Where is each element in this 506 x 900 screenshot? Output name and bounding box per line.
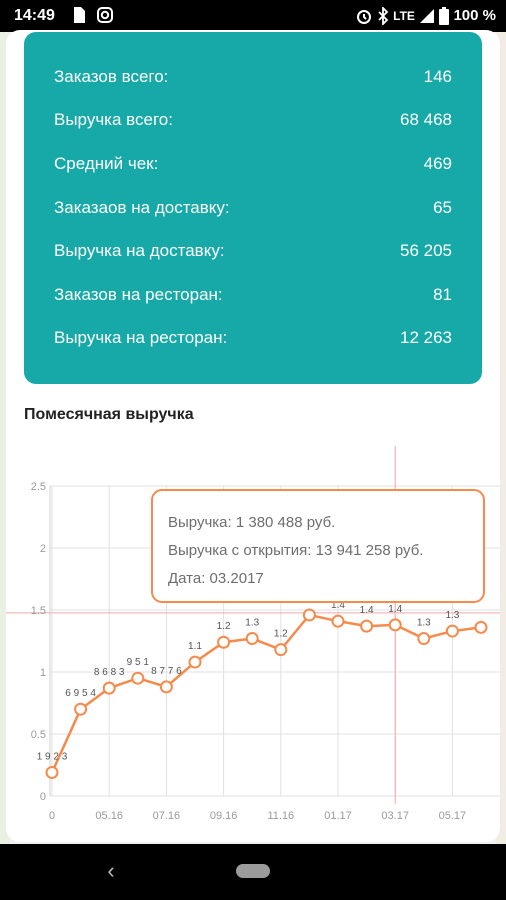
tooltip-date: Дата: 03.2017: [168, 570, 264, 587]
status-right: LTE 100 %: [355, 7, 496, 26]
data-label: 1.1: [188, 641, 202, 652]
data-point[interactable]: [474, 620, 488, 634]
chart-data-labels: 1 9 2 3 6 9 5 4 8 6 8 39 5 18 7 7 6 1.1 1.2 1…: [37, 600, 460, 762]
data-label: 1.2: [274, 629, 288, 640]
doc-icon: [74, 7, 85, 23]
y-tick-label: 1.5: [31, 605, 46, 617]
x-tick-label: 05.16: [95, 810, 123, 822]
stat-label: Заказов всего:: [54, 67, 169, 86]
data-point[interactable]: [274, 643, 288, 657]
battery-level: 100 %: [453, 7, 496, 24]
x-tick-label: 03.17: [381, 810, 409, 822]
data-point[interactable]: [217, 635, 231, 649]
y-tick-label: 2.5: [31, 481, 46, 493]
data-point[interactable]: [188, 655, 202, 669]
stat-row-delivery-orders: Заказаов на доставку: 65: [54, 198, 452, 224]
instagram-icon: [97, 7, 114, 23]
stat-row-restaurant-revenue: Выручка на ресторан: 12 263: [54, 328, 452, 354]
data-point[interactable]: [102, 681, 116, 695]
chart-tooltip: Выручка: 1 380 488 руб. Выручка с открыт…: [151, 489, 485, 603]
status-bar: 14:49 LTE 100 %: [0, 0, 506, 32]
data-point[interactable]: [245, 632, 259, 646]
chart-tick-labels: 0 0.5 1 1.5 2 2.5 0 05.16 07.16 09.16 11.16 01.17 03…: [31, 481, 466, 822]
x-tick-label: 09.16: [210, 810, 238, 822]
stat-row-restaurant-orders: Заказов на ресторан: 81: [54, 285, 452, 311]
data-point[interactable]: [360, 619, 374, 633]
stat-value: 81: [433, 285, 452, 304]
background-map-right: [496, 32, 506, 844]
data-label: 8 6 8 3: [94, 667, 125, 678]
status-time: 14:49: [14, 7, 55, 24]
data-label: 8 7 7 6: [151, 666, 182, 677]
tooltip-box: [151, 489, 485, 603]
x-tick-label: 05.17: [439, 810, 467, 822]
data-point[interactable]: [74, 702, 88, 716]
stat-label: Заказов на ресторан:: [54, 285, 223, 304]
x-tick-label: 07.16: [153, 810, 181, 822]
data-label: 6 9 5 4: [65, 688, 96, 699]
data-label: 1.4: [331, 600, 345, 611]
data-point[interactable]: [417, 632, 431, 646]
data-label: 1.4: [360, 605, 374, 616]
data-label: 1.3: [245, 618, 259, 629]
y-tick-label: 0.5: [31, 729, 46, 741]
stat-value: 65: [433, 198, 452, 217]
chart-line: [45, 608, 488, 779]
stat-label: Заказаов на доставку:: [54, 198, 230, 217]
data-label: 1.2: [217, 621, 231, 632]
chart-title: Помесячная выручка: [24, 406, 194, 423]
background-map-left: [0, 32, 10, 844]
network-type: LTE: [393, 9, 415, 23]
battery-icon: [439, 7, 450, 26]
stat-value: 56 205: [400, 241, 452, 260]
y-tick-label: 2: [40, 543, 46, 555]
data-point[interactable]: [445, 624, 459, 638]
x-tick-label: 0: [49, 810, 55, 822]
tooltip-revenue: Выручка: 1 380 488 руб.: [168, 514, 335, 531]
tooltip-revenue-since-opening: Выручка с открытия: 13 941 258 руб.: [168, 542, 423, 559]
data-label: 1 9 2 3: [37, 751, 68, 762]
back-button[interactable]: ‹: [107, 858, 115, 883]
home-button[interactable]: [236, 864, 270, 878]
data-label: 9 5 1: [127, 657, 150, 668]
data-point[interactable]: [331, 614, 345, 628]
stat-row-delivery-revenue: Выручка на доставку: 56 205: [54, 241, 452, 267]
monthly-revenue-chart[interactable]: 1 9 2 3 6 9 5 4 8 6 8 39 5 18 7 7 6 1.1 1.2 1…: [6, 30, 500, 842]
data-point[interactable]: [388, 618, 402, 632]
data-point[interactable]: [159, 680, 173, 694]
stat-row-orders-total: Заказов всего: 146: [54, 67, 452, 93]
stat-value: 68 468: [400, 110, 452, 129]
alarm-icon: [356, 10, 371, 25]
revenue-series-line: [50, 613, 482, 773]
data-label: 1.4: [388, 604, 402, 615]
stat-row-revenue-total: Выручка всего: 68 468: [54, 110, 452, 136]
data-label: 1.3: [417, 618, 431, 629]
stat-label: Средний чек:: [54, 154, 159, 173]
y-tick-label: 0: [40, 791, 46, 803]
data-point[interactable]: [302, 608, 316, 622]
bluetooth-icon: [378, 7, 389, 26]
data-point[interactable]: [131, 671, 145, 685]
statistics-card: Заказов всего: 146 Выручка всего: 68 468…: [6, 30, 500, 842]
stat-value: 146: [423, 67, 452, 86]
y-tick-label: 1: [40, 667, 46, 679]
data-point[interactable]: [45, 765, 59, 779]
status-left-icons: [72, 6, 114, 24]
stat-label: Выручка на ресторан:: [54, 328, 228, 347]
stat-value: 12 263: [400, 328, 452, 347]
x-tick-label: 11.16: [267, 810, 294, 822]
stat-row-average-check: Средний чек: 469: [54, 154, 452, 180]
stat-label: Выручка на доставку:: [54, 241, 225, 260]
stats-panel: Заказов всего: 146 Выручка всего: 68 468…: [24, 32, 482, 384]
stat-label: Выручка всего:: [54, 110, 173, 129]
signal-icon: [420, 9, 435, 24]
x-tick-label: 01.17: [324, 810, 352, 822]
data-label: 1.3: [445, 610, 459, 621]
stat-value: 469: [423, 154, 452, 173]
